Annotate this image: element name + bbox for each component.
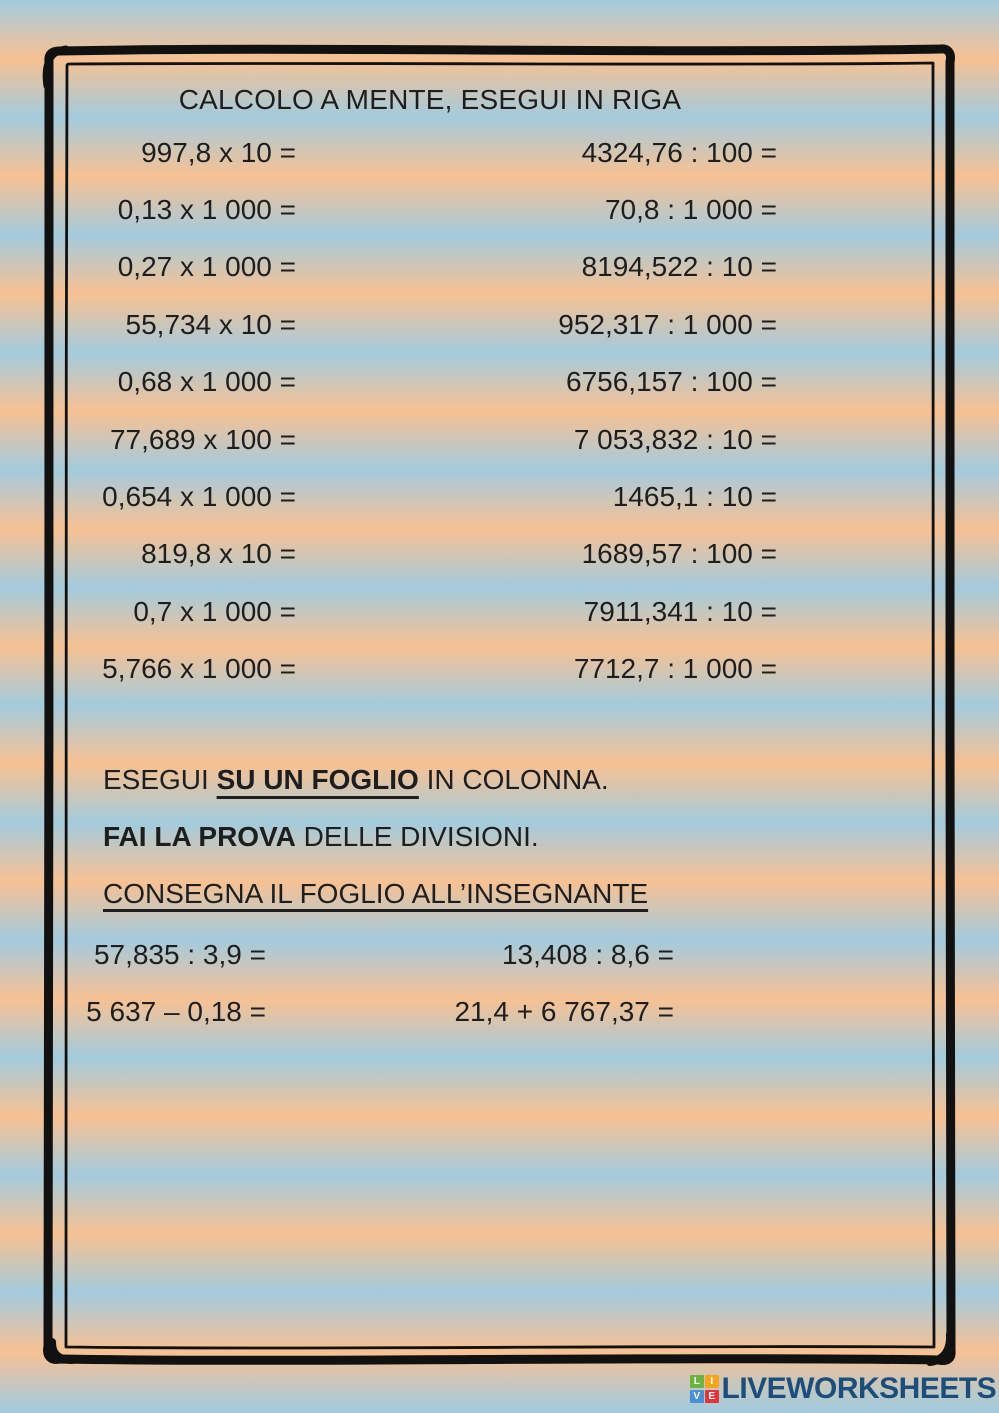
equation-right: 70,8 : 1 000 =: [604, 194, 777, 226]
equation-right: 1689,57 : 100 =: [581, 538, 777, 570]
instruction-line-3: CONSEGNA IL FOGLIO ALL’INSEGNANTE: [103, 878, 649, 910]
liveworksheets-brand-text: LIVEWORKSHEETS: [721, 1372, 997, 1405]
equation-row: 0,68 x 1 000 = 6756,157 : 100 =: [80, 354, 777, 411]
equation-right: 13,408 : 8,6 =: [501, 938, 674, 970]
equation-row: 0,13 x 1 000 = 70,8 : 1 000 =: [80, 181, 777, 238]
equation-left: 0,654 x 1 000 =: [102, 481, 296, 513]
equation-left: 819,8 x 10 =: [141, 538, 296, 570]
equation-right: 7911,341 : 10 =: [583, 595, 777, 627]
equation-row: 55,734 x 10 = 952,317 : 1 000 =: [80, 296, 777, 353]
equation-row: 5,766 x 1 000 = 7712,7 : 1 000 =: [80, 641, 777, 698]
equation-left: 57,835 : 3,9 =: [93, 938, 266, 970]
instruction-2-post: DELLE DIVISIONI.: [295, 821, 539, 853]
mental-math-section: 997,8 x 10 = 4324,76 : 100 = 0,13 x 1 00…: [80, 124, 777, 698]
equation-left: 0,13 x 1 000 =: [117, 194, 296, 226]
equation-right: 8194,522 : 10 =: [581, 251, 777, 283]
instruction-1-emphasis: SU UN FOGLIO: [216, 763, 419, 795]
equation-left: 77,689 x 100 =: [109, 423, 296, 455]
equation-left: 0,27 x 1 000 =: [117, 251, 296, 283]
equation-left: 997,8 x 10 =: [141, 136, 296, 168]
instruction-line-1: ESEGUI SU UN FOGLIO IN COLONNA.: [103, 751, 648, 808]
equation-right: 7 053,832 : 10 =: [573, 423, 777, 455]
equation-row: 57,835 : 3,9 = 13,408 : 8,6 =: [80, 926, 674, 983]
instruction-1-post: IN COLONNA.: [418, 763, 609, 795]
equation-left: 0,68 x 1 000 =: [117, 366, 296, 398]
equation-row: 0,7 x 1 000 = 7911,341 : 10 =: [80, 583, 777, 640]
instruction-1-pre: ESEGUI: [103, 763, 217, 795]
equation-right: 21,4 + 6 767,37 =: [454, 996, 674, 1028]
instruction-line-2: FAI LA PROVA DELLE DIVISIONI.: [103, 808, 648, 865]
equation-row: 997,8 x 10 = 4324,76 : 100 =: [80, 124, 777, 181]
equation-right: 4324,76 : 100 =: [581, 136, 777, 168]
equation-left: 5,766 x 1 000 =: [102, 653, 296, 685]
equation-row: 77,689 x 100 = 7 053,832 : 10 =: [80, 411, 777, 468]
equation-row: 819,8 x 10 = 1689,57 : 100 =: [80, 526, 777, 583]
equation-row: 0,27 x 1 000 = 8194,522 : 10 =: [80, 239, 777, 296]
equation-left: 55,734 x 10 =: [125, 308, 296, 340]
equation-right: 952,317 : 1 000 =: [558, 308, 777, 340]
logo-square-e: E: [705, 1389, 719, 1404]
equation-right: 1465,1 : 10 =: [612, 481, 777, 513]
logo-square-i: I: [705, 1374, 719, 1389]
logo-square-l: L: [690, 1374, 704, 1389]
equation-right: 7712,7 : 1 000 =: [573, 653, 777, 685]
equation-row: 0,654 x 1 000 = 1465,1 : 10 =: [80, 468, 777, 525]
written-exercises-section: 57,835 : 3,9 = 13,408 : 8,6 = 5 637 – 0,…: [80, 926, 674, 1041]
equation-left: 5 637 – 0,18 =: [86, 996, 266, 1028]
instruction-2-emphasis: FAI LA PROVA: [103, 821, 296, 853]
equation-left: 0,7 x 1 000 =: [133, 595, 296, 627]
worksheet-title: CALCOLO A MENTE, ESEGUI IN RIGA: [178, 84, 682, 115]
instructions-block: ESEGUI SU UN FOGLIO IN COLONNA. FAI LA P…: [103, 751, 648, 923]
logo-square-v: V: [690, 1389, 704, 1404]
equation-row: 5 637 – 0,18 = 21,4 + 6 767,37 =: [80, 983, 674, 1040]
equation-right: 6756,157 : 100 =: [566, 366, 777, 398]
